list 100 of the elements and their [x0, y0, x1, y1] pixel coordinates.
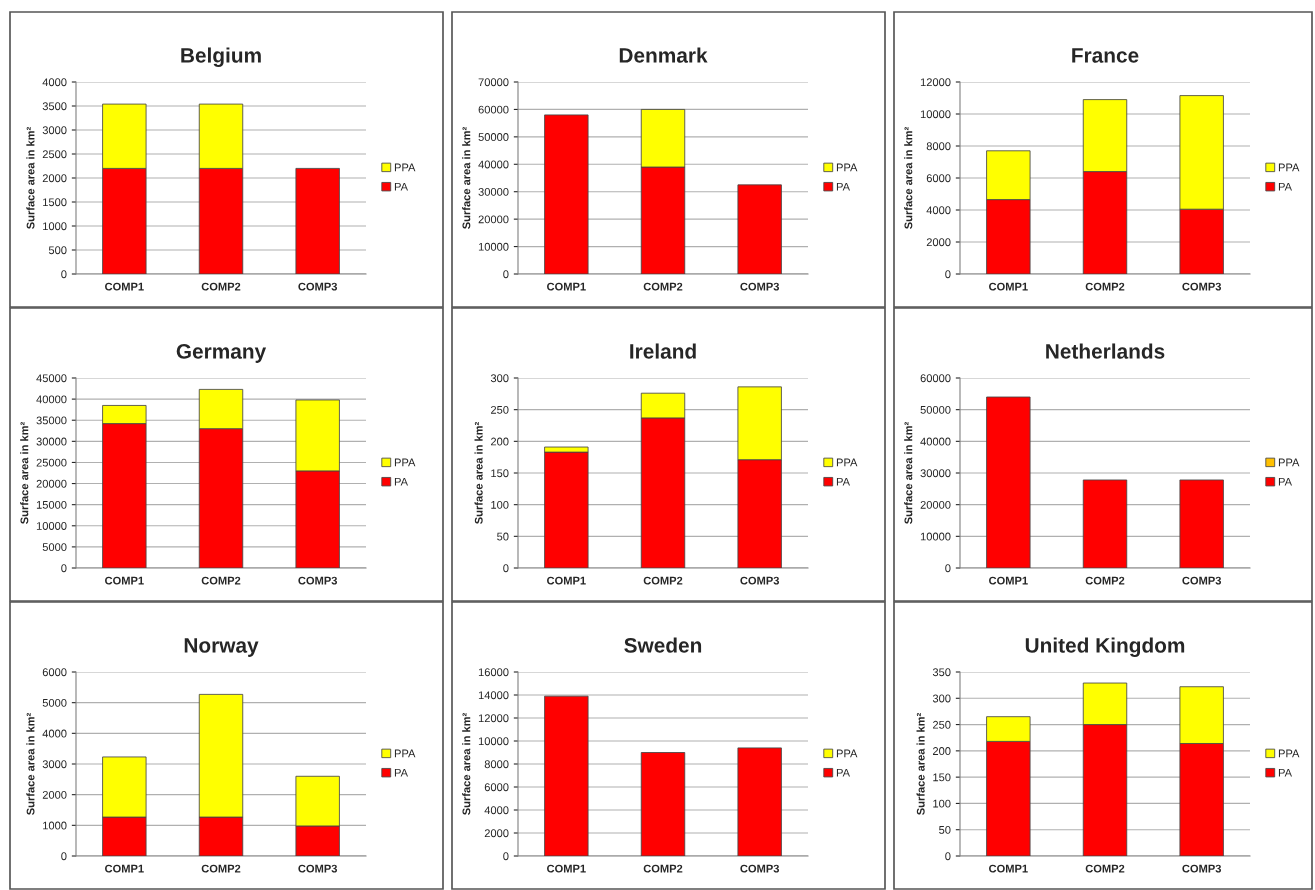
y-tick-label: 5000 [42, 698, 67, 707]
y-tick-label: 4000 [42, 729, 67, 738]
x-tick-label: COMP3 [1182, 282, 1222, 291]
x-tick-label: COMP3 [298, 576, 338, 585]
y-tick-label: 5000 [42, 543, 67, 552]
chart-title: Germany [176, 344, 267, 363]
legend-label: PA [1278, 477, 1292, 486]
y-tick-label: 0 [945, 270, 951, 279]
y-tick-label: 1500 [43, 198, 67, 207]
y-tick-label: 250 [490, 405, 509, 414]
y-tick-label: 250 [932, 720, 951, 729]
y-tick-label: 100 [933, 799, 951, 808]
chart-title: Netherlands [1046, 343, 1165, 359]
y-tick-label: 0 [503, 564, 509, 573]
x-tick-label: COMP2 [201, 576, 241, 585]
y-tick-label: 40000 [478, 160, 509, 169]
x-tick-label: COMP1 [989, 576, 1028, 585]
y-tick-label: 2000 [926, 238, 951, 247]
y-tick-label: 350 [932, 668, 951, 677]
chart-title: France [1072, 48, 1139, 63]
y-tick-label: 300 [490, 374, 509, 383]
x-tick-label: COMP2 [1085, 864, 1125, 873]
x-tick-label: COMP1 [105, 864, 144, 873]
y-tick-label: 10000 [920, 110, 951, 119]
y-tick-label: 10000 [478, 242, 509, 251]
y-tick-label: 1000 [43, 222, 67, 231]
y-axis-title: Surface area in km² [26, 712, 35, 815]
y-tick-label: 3000 [42, 126, 67, 135]
y-tick-label: 40000 [36, 395, 67, 404]
x-tick-label: COMP2 [1085, 282, 1125, 291]
legend-label: PA [836, 477, 850, 486]
bar [737, 184, 782, 274]
y-tick-label: 0 [945, 564, 951, 573]
y-tick-label: 15000 [36, 500, 67, 509]
y-tick-label: 35000 [36, 416, 67, 425]
legend-label: PA [1278, 768, 1292, 777]
x-tick-label: COMP3 [1182, 576, 1222, 585]
x-tick-label: COMP1 [105, 576, 144, 585]
chart-title: Norway [184, 638, 259, 657]
y-tick-label: 150 [933, 773, 951, 782]
bar [640, 752, 686, 856]
x-tick-label: COMP2 [201, 282, 241, 291]
y-tick-label: 20000 [920, 500, 951, 509]
y-tick-label: 0 [945, 852, 951, 861]
y-tick-label: 3500 [42, 102, 67, 111]
legend-label: PPA [1278, 749, 1300, 758]
y-tick-label: 50 [497, 532, 509, 541]
y-tick-label: 2500 [42, 150, 67, 159]
x-tick-label: COMP1 [989, 864, 1028, 873]
x-tick-label: COMP2 [643, 282, 683, 291]
y-tick-label: 50000 [920, 405, 951, 414]
y-tick-label: 2000 [484, 829, 509, 838]
y-tick-label: 30000 [920, 469, 951, 478]
y-tick-label: 8000 [926, 142, 951, 151]
y-tick-label: 2000 [42, 790, 67, 799]
y-tick-label: 16000 [478, 668, 509, 677]
y-tick-label: 60000 [478, 105, 509, 114]
y-tick-label: 300 [932, 694, 951, 703]
y-tick-label: 50000 [478, 133, 509, 141]
y-tick-label: 500 [48, 246, 67, 255]
x-tick-label: COMP3 [298, 282, 338, 291]
y-tick-label: 4000 [484, 806, 509, 815]
y-tick-label: 40000 [920, 437, 951, 446]
y-tick-label: 30000 [478, 187, 509, 196]
x-tick-label: COMP2 [643, 864, 683, 873]
x-tick-label: COMP2 [201, 864, 241, 873]
legend-label: PA [836, 182, 850, 191]
bar [544, 695, 589, 856]
y-tick-label: 10000 [478, 737, 509, 746]
y-tick-label: 45000 [36, 374, 67, 383]
legend-label: PA [836, 768, 850, 777]
y-tick-label: 70000 [478, 78, 509, 87]
y-tick-label: 0 [61, 564, 67, 573]
legend-label: PPA [1278, 163, 1300, 172]
legend-label: PPA [394, 749, 416, 758]
y-tick-label: 200 [490, 437, 509, 446]
y-tick-label: 10000 [920, 532, 951, 541]
x-tick-label: COMP1 [547, 282, 586, 291]
legend-label: PPA [836, 163, 858, 172]
y-axis-title: Surface area in km² [20, 421, 29, 524]
y-tick-label: 0 [61, 852, 67, 861]
y-tick-label: 1000 [43, 821, 67, 830]
y-tick-label: 150 [491, 469, 509, 478]
y-tick-label: 30000 [36, 437, 67, 446]
x-tick-label: COMP1 [547, 864, 586, 873]
y-tick-label: 0 [503, 852, 509, 861]
legend-label: PA [394, 477, 408, 486]
y-axis-title: Surface area in km² [916, 712, 925, 815]
chart-title: United Kingdom [1025, 637, 1185, 657]
y-tick-label: 4000 [42, 78, 67, 87]
y-tick-label: 2000 [42, 174, 67, 183]
x-tick-label: COMP1 [105, 282, 144, 291]
y-tick-label: 6000 [926, 174, 951, 183]
y-axis-title: Surface area in km² [26, 126, 35, 229]
legend-label: PA [394, 768, 408, 777]
x-tick-label: COMP3 [740, 282, 780, 291]
bar [737, 747, 782, 856]
legend-label: PPA [1278, 458, 1300, 467]
y-axis-title: Surface area in km² [904, 126, 913, 229]
y-tick-label: 60000 [920, 374, 951, 383]
